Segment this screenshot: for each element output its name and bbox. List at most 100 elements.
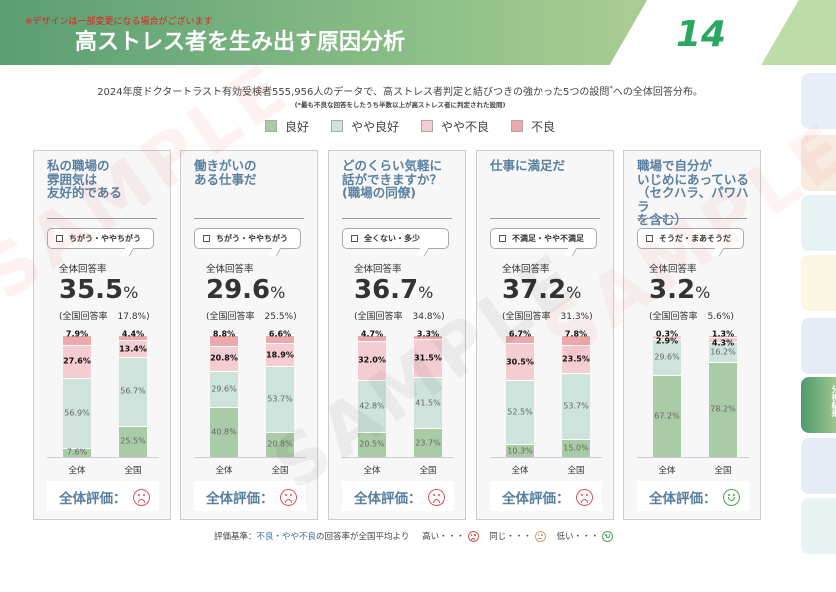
bar [119,335,147,457]
national-rate: (全国回答率 17.8%) [59,312,150,322]
legend-swatch [265,120,277,132]
data-label: 20.8% [267,439,293,449]
bar-segment-poor [709,335,737,337]
data-label: 7.9% [65,329,89,339]
x-axis-label: 全国 [714,466,732,476]
bar-segment-fair [414,377,442,429]
bar-segment-poor [63,335,91,345]
data-label: 56.7% [120,386,146,396]
overall-rate: 36.7% [354,275,434,305]
bar-segment-fair [506,380,534,445]
stacked-bar-chart: 40.8% 29.6% 20.8% 8.8% 全体 20.8% 53.7% 18.9% 6.6%… [181,330,319,476]
bar-segment-fair [210,371,238,408]
card-title-line: ある仕事だ [194,171,257,187]
neutral-face-icon [534,531,546,542]
bar-segment-good [709,361,737,457]
stacked-bar-chart: 20.5% 42.8% 32.0% 4.7% 全体 23.7% 41.5% 31.5% 3.3%… [329,329,467,476]
question-card: どのくらい気軽に 話ができますか？ (職場の同僚) 全くない・多少 全体回答率 36… [328,150,466,520]
data-label: 27.6% [63,356,91,366]
happy-face-icon [722,489,740,506]
footnote: (*最も不良な回答をしたうち半数以上が高ストレス者に判定された設問) [294,101,506,109]
bar-segment-somewhat-poor [506,343,534,381]
bar [562,335,590,457]
bar-segment-fair [562,373,590,439]
data-label: 0.3% [655,329,679,339]
question-card: 仕事に満足だ 不満足・やや不満足 全体回答率 37.2% (全国回答率 31.3%… [476,150,614,520]
data-label: 4.7% [360,329,384,339]
side-tab[interactable] [801,255,836,311]
bar [210,335,238,457]
answer-bubble: そうだ・まあそうだ [637,228,744,249]
overall-rate: 3.2% [649,275,711,305]
legend-label: 不良 [531,120,556,134]
side-tab[interactable] [801,73,836,129]
sad-face-icon [132,489,150,506]
bar-segment-good [358,431,386,457]
data-label: 23.7% [415,438,441,448]
rate-label: 全体回答率 [59,264,107,275]
national-rate: (全国回答率 31.3%) [502,312,593,322]
data-label: 53.7% [267,394,293,404]
evaluation-criteria: 評価基準：不良・やや不良の回答率が全国平均より 高い・・・ 同じ・・・ 低い・・… [214,530,614,542]
bar-segment-somewhat-poor [358,340,386,380]
data-label: 25.5% [120,436,146,446]
data-label: 7.8% [564,329,588,339]
divider [637,218,747,219]
side-tab[interactable] [801,498,836,554]
data-label: 40.8% [211,427,237,437]
legend-swatch [331,120,344,132]
bar-segment-somewhat-poor [562,344,590,374]
x-axis-label: 全体 [363,466,381,476]
criteria-same: 同じ・・・ [489,531,546,542]
bar-segment-poor [210,335,238,346]
data-label: 1.3% [711,329,735,339]
data-label: 3.3% [416,329,440,339]
description-tail: への全体回答分布。 [612,87,703,98]
legend: 良好 やや良好 やや不良 不良 [265,118,555,135]
overall-evaluation: 全体評価： [342,481,454,511]
legend-label: やや不良 [441,120,490,134]
data-label: 29.6% [654,352,680,362]
data-label: 67.2% [654,411,680,421]
card-title-line: 雰囲気は [47,171,98,187]
legend-item: 不良 [511,118,555,135]
bar [709,335,737,457]
sad-face-icon [427,489,445,506]
data-label: 32.0% [358,355,386,365]
sad-face-icon [467,531,479,542]
side-tab-analysis-results[interactable]: 分析結果 [801,377,836,433]
data-label: 16.2% [710,347,736,357]
bar [506,335,534,457]
criteria-highlight: 不良・やや不良 [256,532,317,542]
legend-label: 良好 [285,120,310,134]
data-label: 41.5% [415,398,441,408]
card-title-line: 話ができますか？ [342,171,443,187]
data-label: 20.8% [210,353,238,363]
x-axis-label: 全体 [511,466,529,476]
criteria-middle: の回答率が全国平均より [316,532,410,542]
data-label: 7.6% [66,447,88,457]
overall-rate: 29.6% [206,275,286,305]
sad-face-icon [279,489,297,506]
x-axis-label: 全国 [271,466,289,476]
side-tab[interactable] [801,318,836,374]
bar-segment-good [414,428,442,457]
data-label: 2.9% [655,336,679,346]
card-title-line: を含む） [637,212,688,227]
bar-segment-somewhat-poor [414,339,442,378]
data-label: 13.4% [119,344,147,354]
bar-segment-fair [653,338,681,375]
bar-segment-poor [506,335,534,344]
answer-bubble: ちがう・ややちがう [47,228,154,249]
data-label: 10.3% [507,446,533,456]
side-tab[interactable] [801,135,836,191]
happy-face-icon [602,531,614,542]
header-banner: ※デザインは一部変更になる場合がございます 高ストレス者を生み出す原因分析 14 [0,0,836,65]
side-tab[interactable] [801,195,836,251]
side-tab[interactable] [801,438,836,494]
design-note: ※デザインは一部変更になる場合がございます [25,17,213,27]
overall-evaluation: 全体評価： [637,481,749,511]
data-label: 52.5% [507,407,533,417]
data-label: 42.8% [359,401,385,411]
bar-segment-fair [266,366,294,432]
